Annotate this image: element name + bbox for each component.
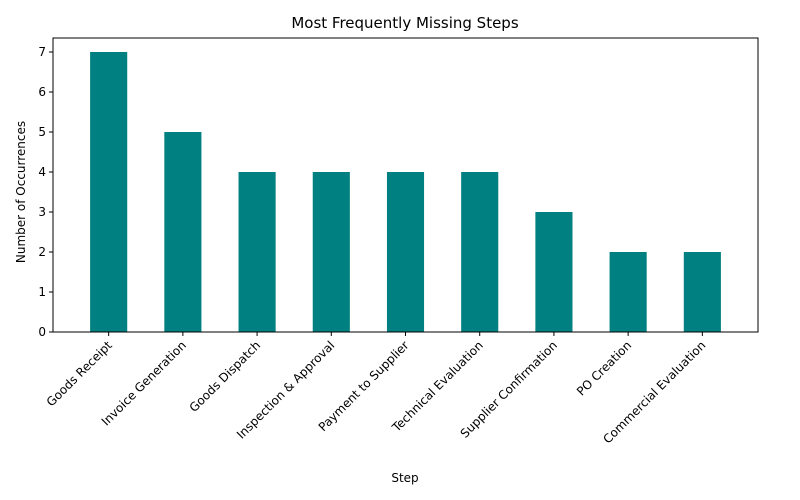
y-tick-label-2: 2 [38, 245, 46, 259]
y-tick-label-6: 6 [38, 85, 46, 99]
bar-6 [535, 212, 573, 332]
y-axis-label: Number of Occurrences [14, 121, 28, 263]
x-tick-label-7: PO Creation [574, 338, 634, 398]
y-axis: 0 1 2 3 4 5 6 7 [38, 45, 53, 339]
bar-8 [683, 252, 721, 332]
y-tick-label-7: 7 [38, 45, 46, 59]
x-tick-label-2: Goods Dispatch [187, 338, 264, 415]
bar-1 [164, 132, 202, 332]
bar-5 [461, 172, 499, 332]
bar-4 [386, 172, 425, 332]
y-tick-label-1: 1 [38, 285, 46, 299]
bar-7 [609, 252, 647, 332]
y-tick-label-5: 5 [38, 125, 46, 139]
bars-group [90, 52, 721, 332]
y-tick-label-4: 4 [38, 165, 46, 179]
chart-title: Most Frequently Missing Steps [291, 14, 518, 32]
y-tick-label-3: 3 [38, 205, 46, 219]
x-tick-label-1: Invoice Generation [99, 338, 189, 428]
plot-frame [52, 37, 759, 333]
bar-0 [90, 52, 128, 332]
y-tick-label-0: 0 [38, 325, 46, 339]
bar-2 [238, 172, 276, 332]
x-tick-label-0: Goods Receipt [44, 338, 115, 409]
x-axis-label: Step [391, 471, 418, 485]
bar-3 [312, 172, 350, 332]
